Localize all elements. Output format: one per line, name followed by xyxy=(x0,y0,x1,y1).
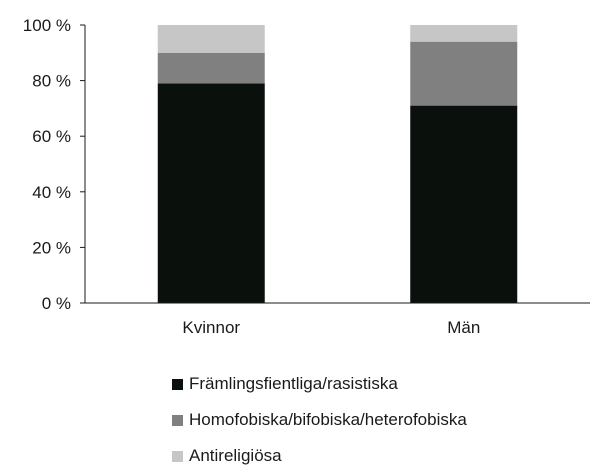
y-axis: 0 % 20 % 40 % 60 % 80 % 100 % xyxy=(23,16,86,313)
bar-segment-1 xyxy=(410,105,518,304)
legend: Främlingsfientliga/rasistiska Homofobisk… xyxy=(172,366,467,474)
legend-item-homofobiska: Homofobiska/bifobiska/heterofobiska xyxy=(172,402,467,438)
legend-label: Homofobiska/bifobiska/heterofobiska xyxy=(189,410,467,429)
y-tick-label: 80 % xyxy=(32,72,71,91)
y-tick-label: 20 % xyxy=(32,238,71,257)
bar-segment-1 xyxy=(157,83,265,303)
stacked-bar-chart: 0 % 20 % 40 % 60 % 80 % 100 % Kvinnor Män xyxy=(23,16,590,337)
bars xyxy=(157,25,518,304)
bar-segment-2 xyxy=(157,52,265,84)
bar-segment-3 xyxy=(410,25,518,42)
y-tick-label: 40 % xyxy=(32,183,71,202)
x-tick-label: Män xyxy=(447,318,480,337)
y-tick-label: 0 % xyxy=(42,294,71,313)
legend-item-frmlingsfientliga: Främlingsfientliga/rasistiska xyxy=(172,366,467,402)
legend-item-antireligiosa: Antireligiösa xyxy=(172,438,467,474)
y-tick-label: 100 % xyxy=(23,16,71,35)
bar-segment-3 xyxy=(157,25,265,53)
legend-label: Antireligiösa xyxy=(189,446,282,465)
legend-swatch xyxy=(172,378,183,390)
y-tick-label: 60 % xyxy=(32,127,71,146)
bar-segment-2 xyxy=(410,41,518,106)
legend-swatch xyxy=(172,450,183,462)
legend-swatch xyxy=(172,414,183,426)
x-axis: Kvinnor Män xyxy=(85,302,590,337)
x-tick-label: Kvinnor xyxy=(182,318,240,337)
legend-label: Främlingsfientliga/rasistiska xyxy=(189,374,398,393)
